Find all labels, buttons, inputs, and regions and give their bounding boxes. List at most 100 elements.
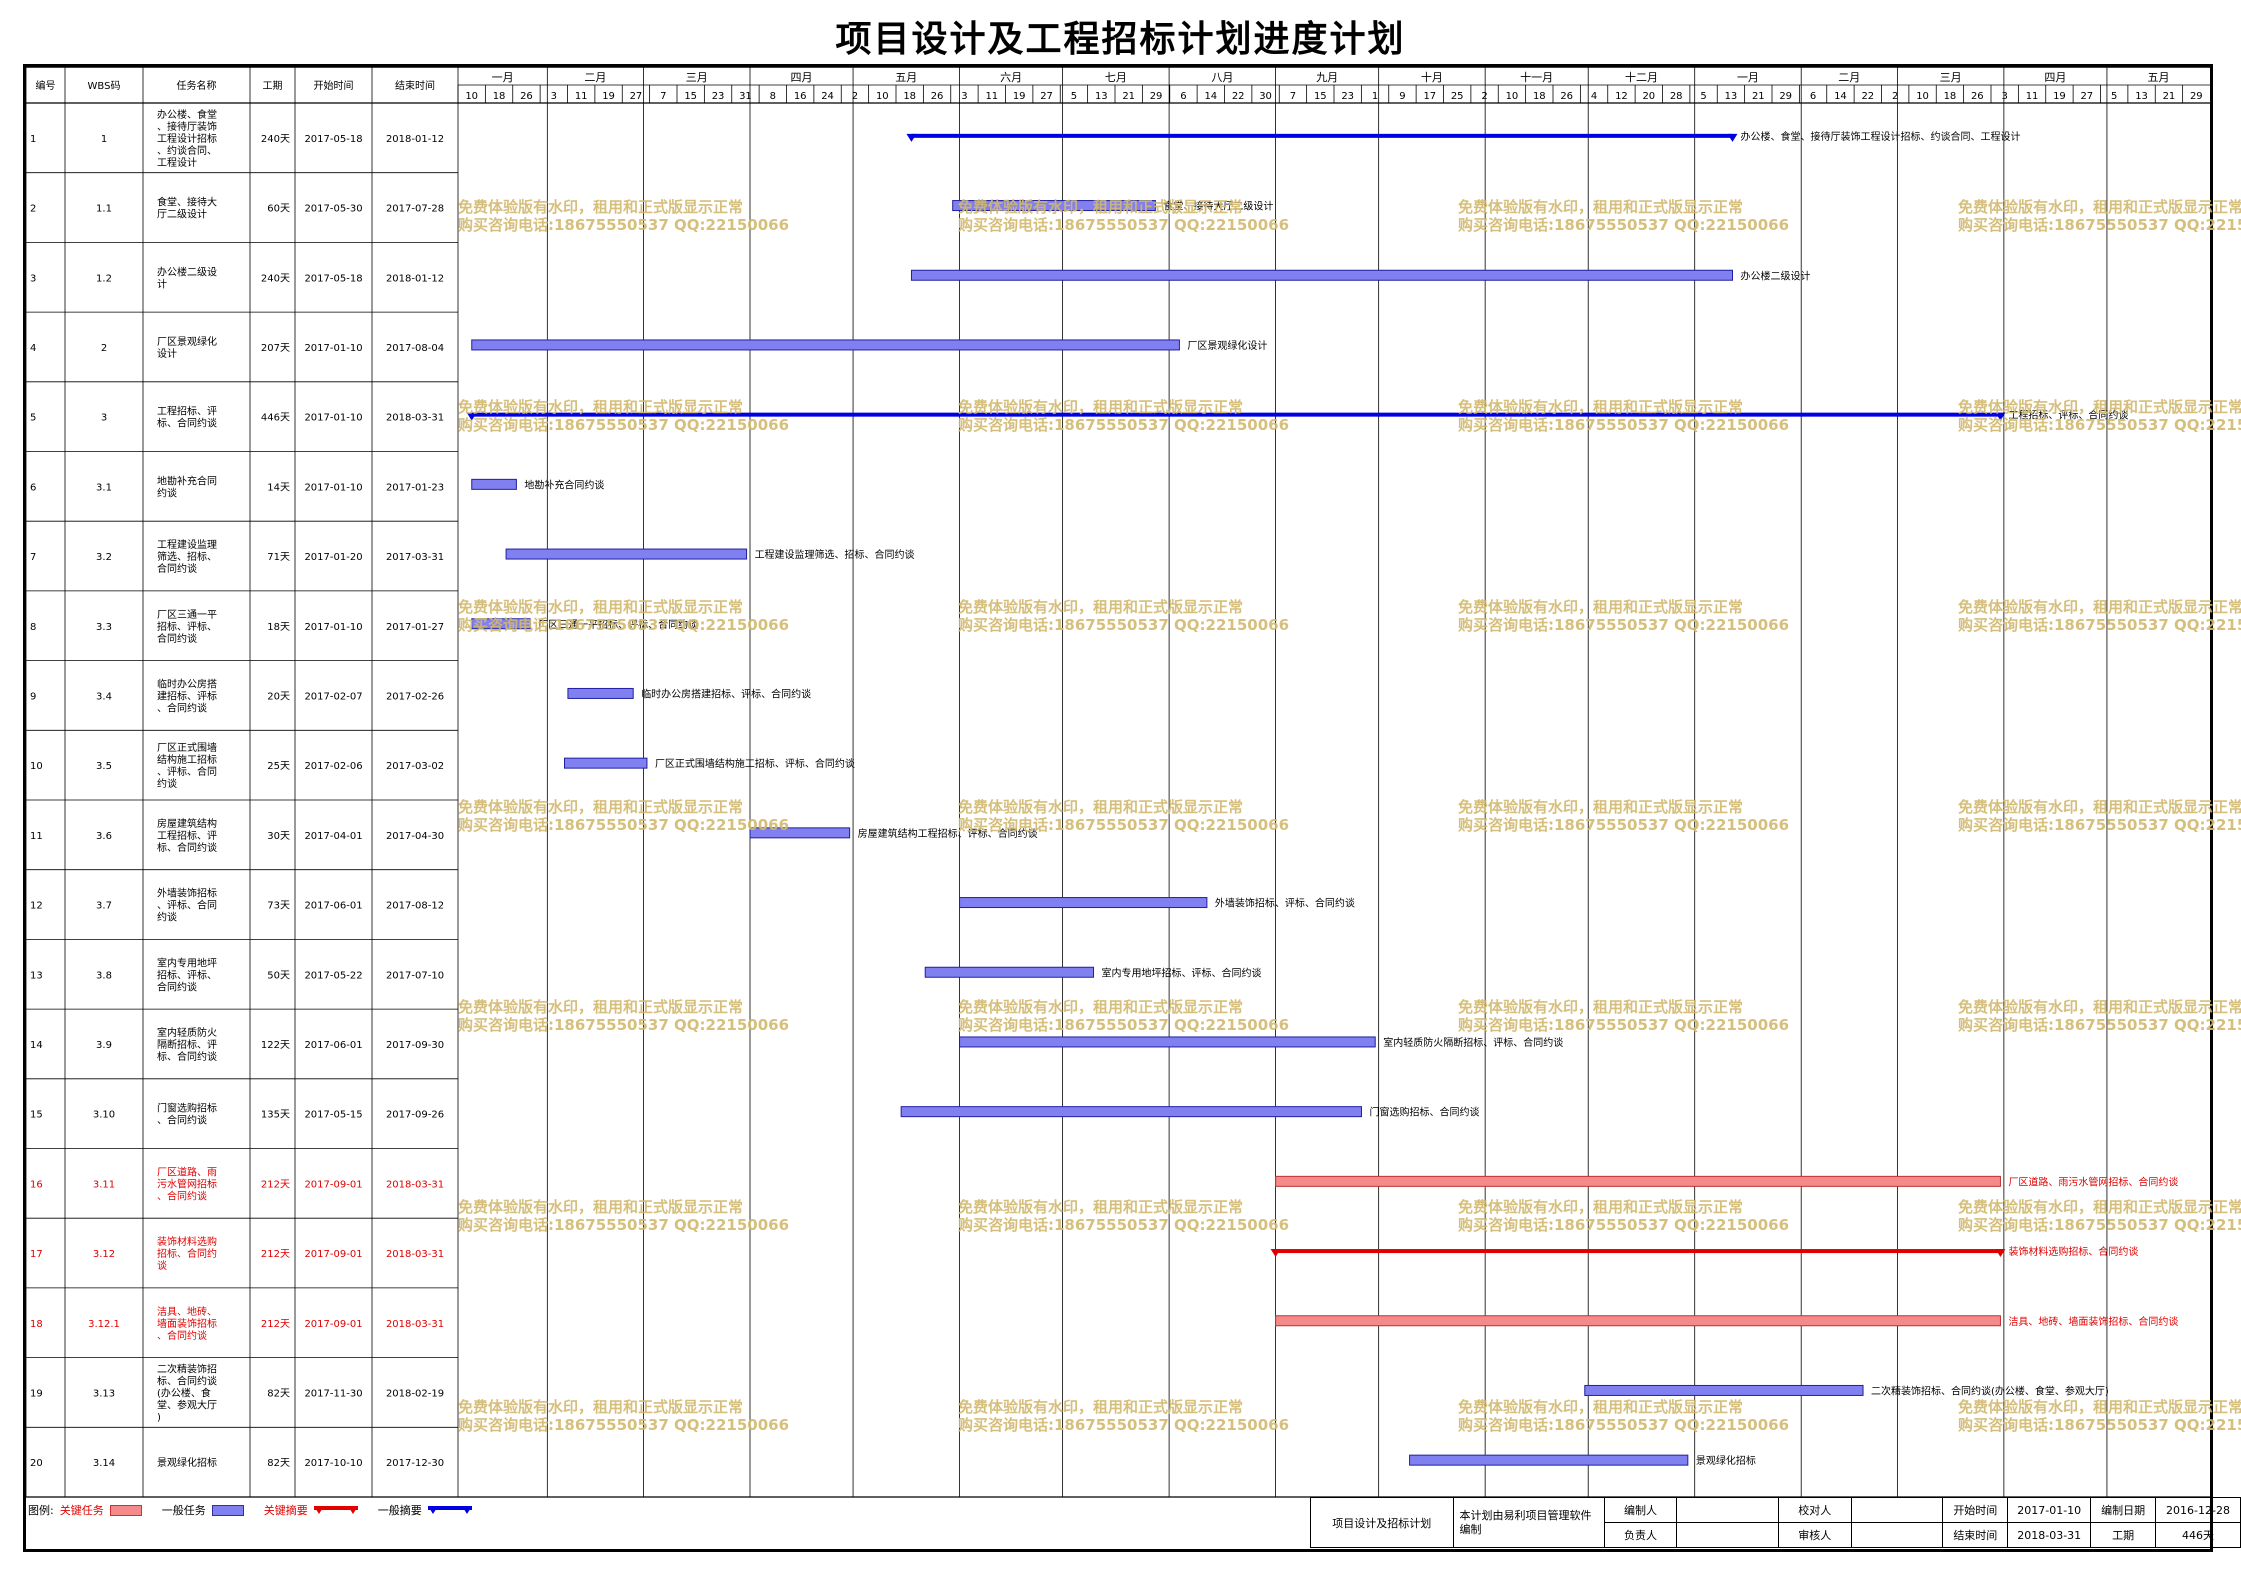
footer-end-value: 2018-03-31 (2007, 1522, 2092, 1548)
task-duration: 71天 (267, 552, 290, 563)
task-wbs: 3 (101, 413, 107, 424)
task-name-line: 、约谈合同、 (157, 144, 217, 157)
task-id: 2 (30, 204, 36, 215)
task-bar-label: 二次精装饰招标、合同约谈(办公楼、食堂、参观大厅) (1871, 1384, 2109, 1397)
task-duration: 446天 (261, 413, 290, 424)
task-bar-label: 办公楼二级设计 (1740, 269, 1810, 282)
week-tick-label: 19 (1013, 91, 1026, 102)
footer-checker-value (1850, 1497, 1944, 1523)
task-name-line: 临时办公房搭 (157, 677, 217, 690)
task-duration: 82天 (267, 1388, 290, 1399)
task-name-line: 装饰材料选购 (157, 1235, 217, 1248)
task-name: 厂区三通一平招标、评标、合同约谈 (157, 609, 217, 645)
task-duration: 60天 (267, 204, 290, 215)
task-name-line: (办公楼、食 (157, 1386, 211, 1399)
week-tick-label: 7 (1290, 91, 1296, 102)
task-bar-label: 临时办公房搭建招标、评标、合同约谈 (641, 687, 811, 700)
task-name-line: 办公楼、食堂 (157, 108, 217, 121)
summary-end-marker (1995, 412, 2006, 421)
summary-start-marker (466, 412, 477, 421)
task-start: 2017-01-10 (304, 343, 362, 354)
week-tick-label: 5 (2111, 91, 2117, 102)
task-id: 12 (30, 901, 43, 912)
task-duration: 30天 (267, 831, 290, 842)
footer-start-label: 开始时间 (1942, 1497, 2009, 1523)
task-name: 办公楼、食堂、接待厅装饰工程设计招标、约谈合同、工程设计 (157, 108, 217, 169)
week-tick-label: 18 (1533, 91, 1546, 102)
task-duration: 50天 (267, 970, 290, 981)
month-label: 一月 (492, 71, 514, 84)
task-wbs: 2 (101, 343, 107, 354)
week-tick-label: 2 (1892, 91, 1898, 102)
task-name: 地勘补充合同约谈 (157, 474, 217, 499)
task-name-line: 招标、评标、 (157, 620, 217, 633)
week-tick-label: 10 (465, 91, 478, 102)
month-label: 二月 (1838, 71, 1860, 84)
week-tick-label: 3 (2002, 91, 2008, 102)
footer-reviewer-value (1850, 1522, 1944, 1548)
task-name-line: 谈 (157, 1259, 167, 1272)
task-name: 厂区正式围墙结构施工招标、评标、合同约谈 (157, 741, 217, 790)
task-wbs: 1 (101, 134, 107, 145)
task-name-line: 、接待厅装饰 (157, 120, 217, 133)
week-tick-label: 29 (1150, 91, 1163, 102)
task-id: 8 (30, 622, 36, 633)
task-bar (1275, 1315, 2001, 1327)
task-name: 装饰材料选购招标、合同约谈 (157, 1235, 217, 1272)
legend-prefix: 图例: (28, 1504, 54, 1517)
task-name-line: 厂区道路、雨 (157, 1165, 217, 1178)
task-start: 2017-10-10 (304, 1458, 362, 1469)
page-title: 项目设计及工程招标计划进度计划 (835, 19, 1406, 60)
month-label: 十月 (1421, 70, 1443, 84)
month-label: 三月 (686, 71, 708, 84)
task-id: 20 (30, 1458, 43, 1469)
task-start: 2017-06-01 (304, 901, 362, 912)
task-bar-label: 工程建设监理筛选、招标、合同约谈 (755, 548, 915, 561)
week-tick-label: 10 (1916, 91, 1929, 102)
task-id: 9 (30, 691, 36, 702)
month-label: 九月 (1316, 71, 1338, 84)
task-name-line: 招标、合同约 (157, 1247, 217, 1260)
gantt-frame (23, 64, 2213, 1552)
task-id: 10 (30, 761, 43, 772)
task-name: 办公楼二级设计 (157, 265, 217, 290)
task-start: 2017-09-01 (304, 1179, 362, 1190)
week-tick-label: 26 (1560, 91, 1573, 102)
task-name-line: 合同约谈 (157, 562, 197, 575)
task-name: 食堂、接待大厅二级设计 (157, 196, 217, 221)
task-bar-label: 室内轻质防火隔断招标、评标、合同约谈 (1383, 1036, 1563, 1049)
task-name-line: 标、合同约谈 (157, 841, 217, 854)
task-name: 厂区景观绿化设计 (157, 335, 217, 360)
task-id: 11 (30, 831, 43, 842)
task-start: 2017-05-18 (304, 134, 362, 145)
task-name: 二次精装饰招标、合同约谈(办公楼、食堂、参观大厅) (157, 1362, 217, 1423)
month-label: 二月 (584, 71, 606, 84)
task-bar-label: 办公楼、食堂、接待厅装饰工程设计招标、约谈合同、工程设计 (1740, 130, 2020, 143)
task-end: 2017-03-31 (386, 552, 444, 563)
task-name-line: 标、合同约谈 (157, 1374, 217, 1387)
task-id: 13 (30, 970, 43, 981)
footer-info-table: 项目设计及招标计划 本计划由易利项目管理软件编制 编制人 校对人 开始时间 20… (1310, 1497, 2241, 1548)
task-name-line: 标、合同约谈 (157, 1050, 217, 1063)
week-tick-label: 15 (1314, 91, 1327, 102)
summary-start-marker (906, 133, 917, 142)
task-name-line: 工程设计招标 (157, 132, 217, 145)
task-name-line: 厂区三通一平 (157, 609, 217, 621)
task-name: 洁具、地砖、墙面装饰招标、合同约谈 (157, 1305, 217, 1342)
task-name-line: 堂、参观大厅 (157, 1398, 217, 1411)
week-tick-label: 24 (821, 91, 834, 102)
task-id: 19 (30, 1388, 43, 1399)
legend-critical-summary-label: 关键摘要 (263, 1504, 308, 1517)
task-id: 14 (30, 1040, 43, 1051)
summary-bar (1275, 1249, 2001, 1254)
week-tick-label: 7 (660, 91, 666, 102)
month-label: 三月 (1940, 71, 1962, 84)
task-start: 2017-02-06 (304, 761, 362, 772)
task-end: 2017-08-04 (386, 343, 444, 354)
task-wbs: 3.9 (96, 1040, 112, 1051)
task-wbs: 3.12.1 (88, 1319, 120, 1330)
task-bar (505, 548, 748, 560)
month-label: 一月 (1737, 71, 1759, 84)
task-duration: 240天 (261, 273, 290, 284)
